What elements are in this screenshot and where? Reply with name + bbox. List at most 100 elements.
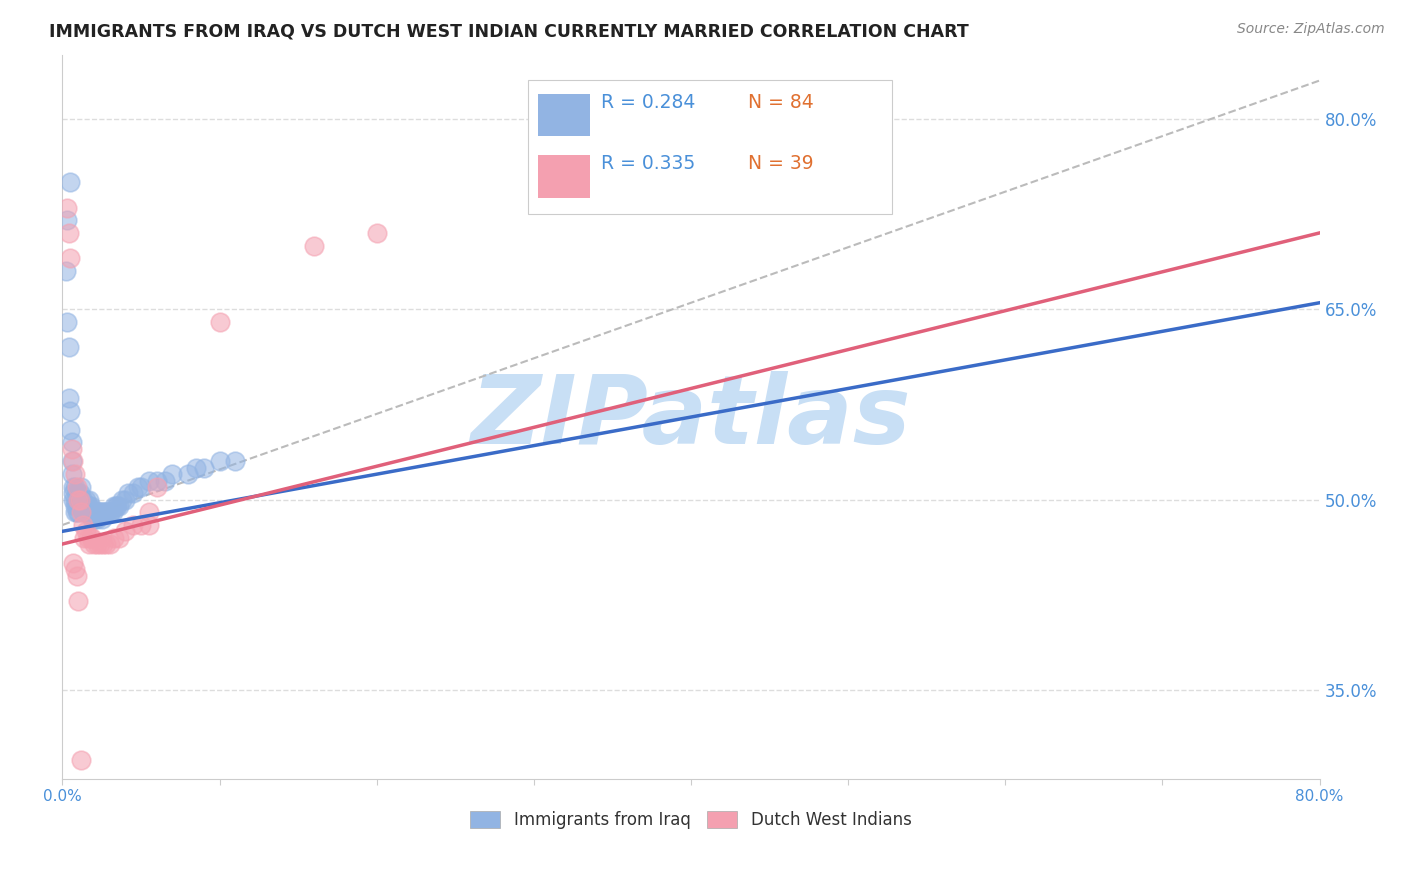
Point [82,505,104,519]
Point [72,492,94,507]
Point [59,175,82,189]
Point [87,505,110,519]
FancyBboxPatch shape [537,94,591,136]
Point [114,524,136,539]
Text: R = 0.335: R = 0.335 [600,154,695,173]
Point [73,499,96,513]
Point [84,505,107,519]
Point [72,505,94,519]
Text: N = 39: N = 39 [748,154,813,173]
Point [82,531,104,545]
Point [366,226,388,240]
Point [114,492,136,507]
Point [75,499,97,513]
Point [108,499,131,513]
Point [63,480,86,494]
Point [66,480,89,494]
Point [77,499,100,513]
Point [73,531,96,545]
Point [97,505,120,519]
Legend: Immigrants from Iraq, Dutch West Indians: Immigrants from Iraq, Dutch West Indians [464,805,918,836]
Point [70,753,93,767]
Point [56,201,79,215]
Point [69,492,91,507]
Point [75,505,97,519]
Point [80,499,103,513]
Point [73,505,96,519]
Point [98,505,121,519]
Point [224,454,246,468]
Point [67,492,90,507]
Point [75,492,97,507]
Point [66,499,89,513]
Point [162,467,184,482]
Point [93,505,115,519]
Point [146,480,169,494]
Point [77,492,100,507]
Point [138,474,160,488]
Point [58,340,80,354]
Point [93,537,115,551]
Text: R = 0.284: R = 0.284 [600,93,695,112]
Point [129,518,152,533]
Point [177,467,200,482]
Point [62,492,84,507]
Point [107,499,129,513]
Point [122,486,145,500]
Point [86,505,108,519]
Point [127,480,149,494]
Point [100,505,122,519]
Point [153,474,176,488]
Point [67,505,90,519]
Point [193,460,215,475]
Point [63,499,86,513]
Point [83,505,105,519]
Point [69,499,91,513]
Point [90,505,112,519]
Point [108,531,131,545]
Point [62,480,84,494]
Point [60,454,83,468]
Point [56,213,79,227]
Point [69,486,91,500]
Point [86,537,108,551]
Point [66,486,89,500]
Point [96,537,118,551]
Point [117,486,139,500]
FancyBboxPatch shape [527,80,893,214]
Point [72,518,94,533]
Point [70,480,93,494]
Point [67,594,90,608]
Point [69,492,91,507]
Point [90,511,112,525]
FancyBboxPatch shape [537,155,591,198]
Point [184,460,207,475]
Point [63,492,86,507]
Point [89,537,111,551]
Point [138,518,160,533]
Point [66,505,89,519]
Text: IMMIGRANTS FROM IRAQ VS DUTCH WEST INDIAN CURRENTLY MARRIED CORRELATION CHART: IMMIGRANTS FROM IRAQ VS DUTCH WEST INDIA… [49,22,969,40]
Point [63,562,86,576]
Point [60,442,83,456]
Point [60,435,83,450]
Point [62,454,84,468]
Point [77,505,100,519]
Point [94,505,117,519]
Point [72,499,94,513]
Point [76,531,98,545]
Point [80,531,103,545]
Point [146,474,169,488]
Point [101,505,124,519]
Point [138,505,160,519]
Point [70,499,93,513]
Text: Source: ZipAtlas.com: Source: ZipAtlas.com [1237,22,1385,37]
Point [129,480,152,494]
Point [59,403,82,417]
Point [208,454,231,468]
Point [76,505,98,519]
Point [86,511,108,525]
Point [82,511,104,525]
Point [98,537,121,551]
Point [62,556,84,570]
